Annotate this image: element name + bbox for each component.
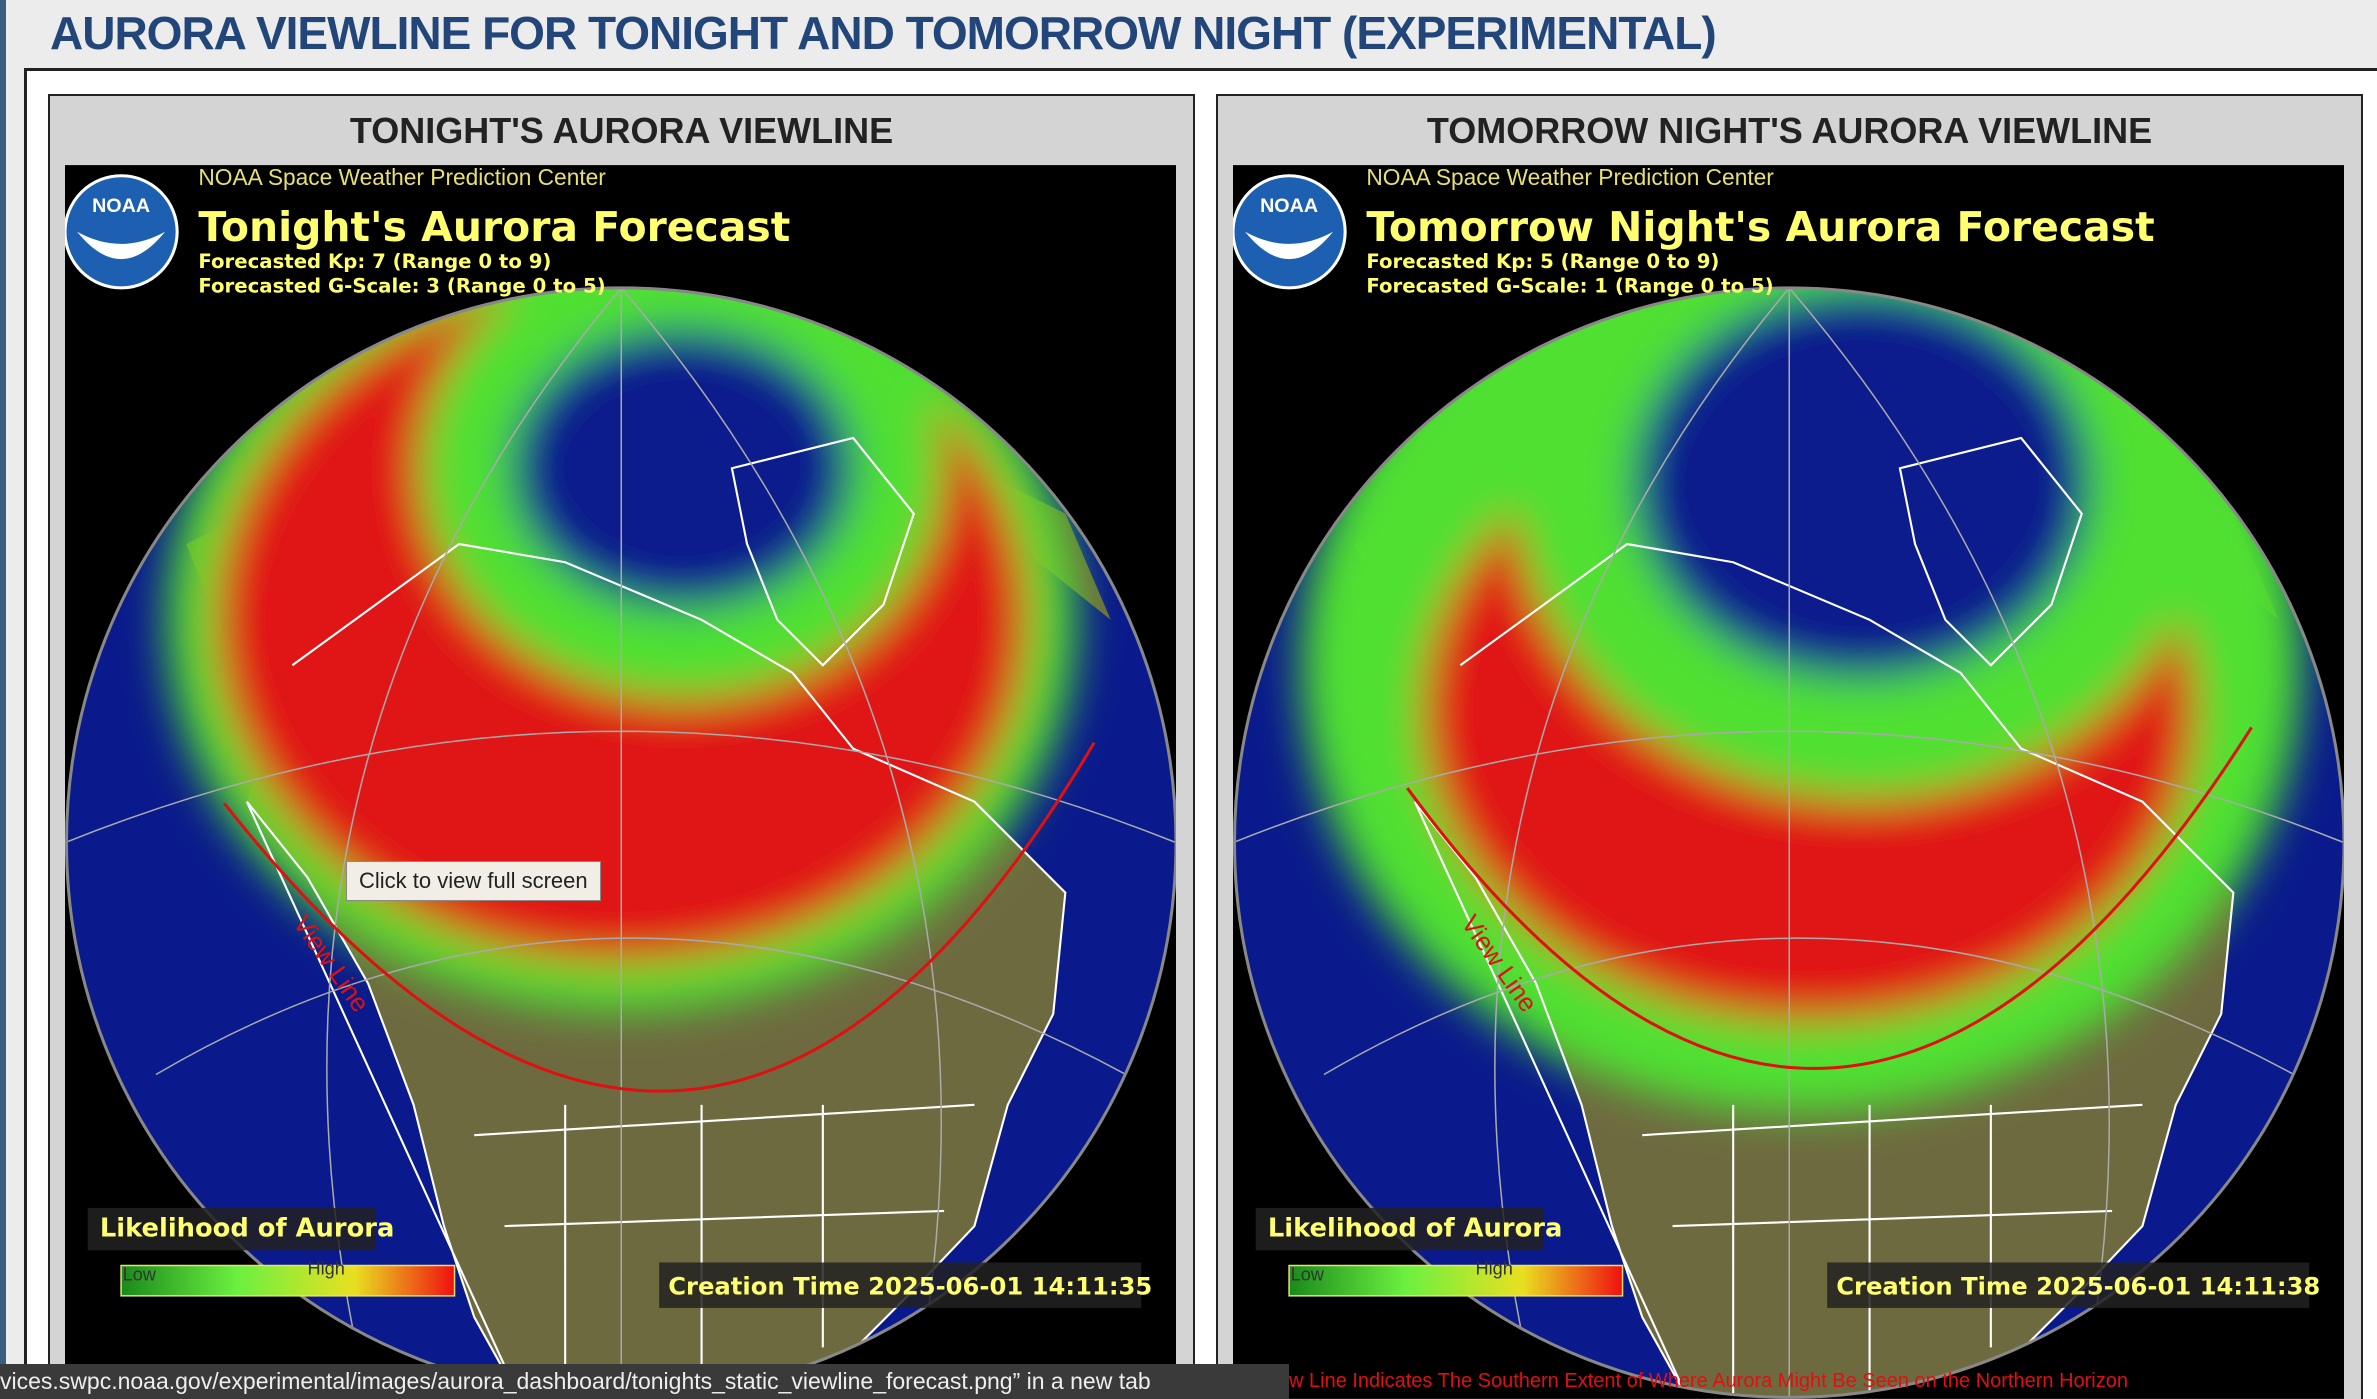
polar-cap — [512, 328, 852, 608]
polar-cap — [1634, 289, 2090, 678]
page-title: AURORA VIEWLINE FOR TONIGHT AND TOMORROW… — [50, 7, 1717, 59]
side-bar — [0, 0, 6, 1399]
map-caption: w Line Indicates The Southern Extent of … — [1289, 1370, 2128, 1392]
legend-low: Low — [1291, 1265, 1325, 1285]
logo-text: NOAA — [92, 195, 150, 217]
legend-bar — [120, 1264, 456, 1297]
globe-rim — [1233, 286, 2344, 1399]
legend-low: Low — [123, 1265, 157, 1285]
creation-bg — [1827, 1262, 2310, 1308]
noaa-logo — [65, 174, 179, 290]
graticule — [66, 287, 1176, 1398]
logo-bird — [1245, 231, 1334, 260]
coastline — [1413, 436, 2235, 1398]
coastline — [245, 436, 1067, 1398]
forecast-title: Tomorrow Night's Aurora Forecast — [1366, 203, 2154, 251]
aurora — [1301, 287, 2302, 1113]
panel-heading: TONIGHT'S AURORA VIEWLINE — [349, 110, 894, 151]
logo-bird — [77, 231, 166, 260]
creation-time: Creation Time 2025-06-01 14:11:35 — [668, 1271, 1152, 1300]
graticule — [1234, 287, 2344, 1398]
creation-time: Creation Time 2025-06-01 14:11:38 — [1836, 1271, 2320, 1300]
logo-text: NOAA — [1260, 195, 1318, 217]
org-name: NOAA Space Weather Prediction Center — [1366, 165, 1774, 190]
gscale-line: Forecasted G-Scale: 1 (Range 0 to 5) — [1366, 274, 1773, 297]
legend-title: Likelihood of Aurora — [1268, 1214, 1562, 1244]
legend-bg — [1255, 1207, 1544, 1251]
legend-bg — [87, 1207, 376, 1251]
globe — [66, 287, 1176, 1398]
legend-high: High — [308, 1259, 345, 1279]
forecast-title: Tonight's Aurora Forecast — [198, 203, 790, 251]
kp-line: Forecasted Kp: 7 (Range 0 to 9) — [198, 250, 551, 273]
gscale-line: Forecasted G-Scale: 3 (Range 0 to 5) — [198, 274, 605, 297]
tooltip: Click to view full screen — [346, 861, 601, 901]
noaa-logo — [1233, 174, 1347, 290]
status-bar: vices.swpc.noaa.gov/experimental/images/… — [0, 1364, 1289, 1399]
creation-bg — [659, 1262, 1142, 1308]
view-line — [1406, 726, 2253, 1070]
org-name: NOAA Space Weather Prediction Center — [198, 165, 606, 190]
panel-heading: TOMORROW NIGHT'S AURORA VIEWLINE — [1426, 110, 2153, 151]
globe — [1234, 287, 2344, 1398]
kp-line: Forecasted Kp: 5 (Range 0 to 9) — [1366, 250, 1719, 273]
legend-title: Likelihood of Aurora — [100, 1214, 394, 1244]
legend-bar — [1288, 1264, 1624, 1297]
legend-high: High — [1476, 1259, 1513, 1279]
view-line — [222, 741, 1096, 1093]
